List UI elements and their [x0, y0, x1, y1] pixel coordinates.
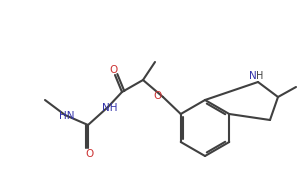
Text: O: O	[86, 149, 94, 159]
Text: N: N	[249, 71, 257, 81]
Text: O: O	[109, 65, 117, 75]
Text: HN: HN	[59, 111, 75, 121]
Text: O: O	[154, 91, 162, 101]
Text: NH: NH	[102, 103, 118, 113]
Text: H: H	[256, 71, 264, 81]
